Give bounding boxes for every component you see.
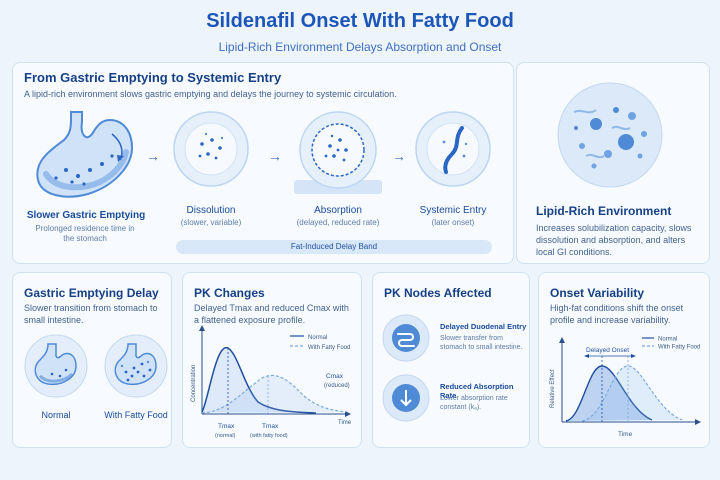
step-systemic-sub: (later onset): [431, 218, 475, 227]
step-gastric-sub: Prolonged residence time in the stomach: [35, 224, 135, 243]
x-axis-label: Time: [338, 420, 352, 426]
gastric-delay-title: Gastric Emptying Delay: [24, 286, 159, 300]
step-dissolution-sub: (slower, variable): [180, 218, 242, 227]
y-axis-label: Concentration: [191, 365, 197, 402]
pk-changes-panel: [182, 272, 362, 448]
page-subtitle: Lipid-Rich Environment Delays Absorption…: [218, 40, 502, 54]
fatty-stomach-illustration: [104, 334, 168, 398]
gastric-delay-description: Slower transition from stomach to small …: [24, 303, 158, 325]
step-absorption-sub: (delayed, reduced rate): [296, 218, 380, 227]
onset-description: High-fat conditions shift the onset prof…: [550, 303, 684, 325]
node-absorption-sub: Lower absorption rate constant (kₐ).: [440, 395, 508, 411]
systemic-entry-circle: [415, 111, 491, 187]
delay-band: [176, 240, 492, 254]
onset-legend-normal: Normal: [658, 337, 677, 343]
legend-fatty: With Fatty Food: [308, 345, 350, 351]
node-absorption-name: Reduced Absorption Rate: [440, 382, 514, 400]
pk-nodes-title: PK Nodes Affected: [384, 286, 492, 300]
onset-chart: Delayed Onset Normal With Fatty Food Rel…: [550, 337, 701, 438]
onset-fatty-curve: [581, 365, 683, 422]
fatty-label: With Fatty Food: [104, 410, 168, 420]
onset-legend-fatty: With Fatty Food: [658, 345, 700, 351]
lipid-droplets-illustration: [557, 82, 663, 188]
step-absorption-name: Absorption: [314, 205, 362, 216]
absorption-circle: [294, 111, 382, 194]
tmax-fatty-sub: (with fatty food): [250, 433, 288, 439]
lipid-title: Lipid-Rich Environment: [536, 204, 672, 218]
lipid-description: Increases solubilization capacity, slows…: [536, 223, 692, 257]
arrow-icon: →: [392, 148, 406, 164]
journey-description: A lipid-rich environment slows gastric e…: [24, 89, 397, 99]
step-systemic-name: Systemic Entry: [419, 205, 487, 216]
normal-curve: [201, 347, 317, 414]
pk-chart: Normal With Fatty Food Concentration Tim…: [191, 325, 352, 439]
cmax-label: Cmax: [326, 373, 344, 380]
down-arrow-icon: [382, 374, 430, 422]
arrow-icon: →: [268, 148, 282, 164]
intestine-icon: [382, 314, 430, 362]
node-duodenal-sub: Slower transfer from stomach to small in…: [440, 335, 523, 351]
arrow-icon: →: [146, 148, 160, 164]
stomach-illustration: [36, 111, 134, 198]
normal-stomach-illustration: [24, 334, 88, 398]
tmax-normal-sub: (normal): [215, 433, 236, 439]
legend-normal: Normal: [308, 335, 327, 341]
tmax-normal-label: Tmax: [218, 423, 235, 430]
step-dissolution-name: Dissolution: [186, 205, 236, 216]
normal-label: Normal: [41, 410, 71, 420]
delay-band-label: Fat-Induced Delay Band: [290, 242, 378, 251]
page-title: Sildenafil Onset With Fatty Food: [206, 10, 514, 32]
onset-panel: [538, 272, 710, 448]
fatty-curve: [201, 374, 347, 414]
dissolution-circle: [173, 111, 249, 187]
delayed-onset-label: Delayed Onset: [586, 347, 629, 354]
tmax-fatty-label: Tmax: [262, 423, 279, 430]
onset-y-axis-label: Relative Effect: [550, 369, 556, 408]
cmax-sub: (reduced): [324, 383, 350, 389]
pk-changes-description: Delayed Tmax and reduced Cmax with a fla…: [194, 303, 349, 325]
node-duodenal-name: Delayed Duodenal Entry: [440, 322, 527, 331]
onset-x-axis-label: Time: [618, 431, 633, 438]
journey-title: From Gastric Emptying to Systemic Entry: [24, 70, 282, 85]
step-gastric-name: Slower Gastric Emptying: [26, 210, 146, 221]
onset-title: Onset Variability: [550, 286, 645, 300]
pk-changes-title: PK Changes: [194, 286, 265, 300]
